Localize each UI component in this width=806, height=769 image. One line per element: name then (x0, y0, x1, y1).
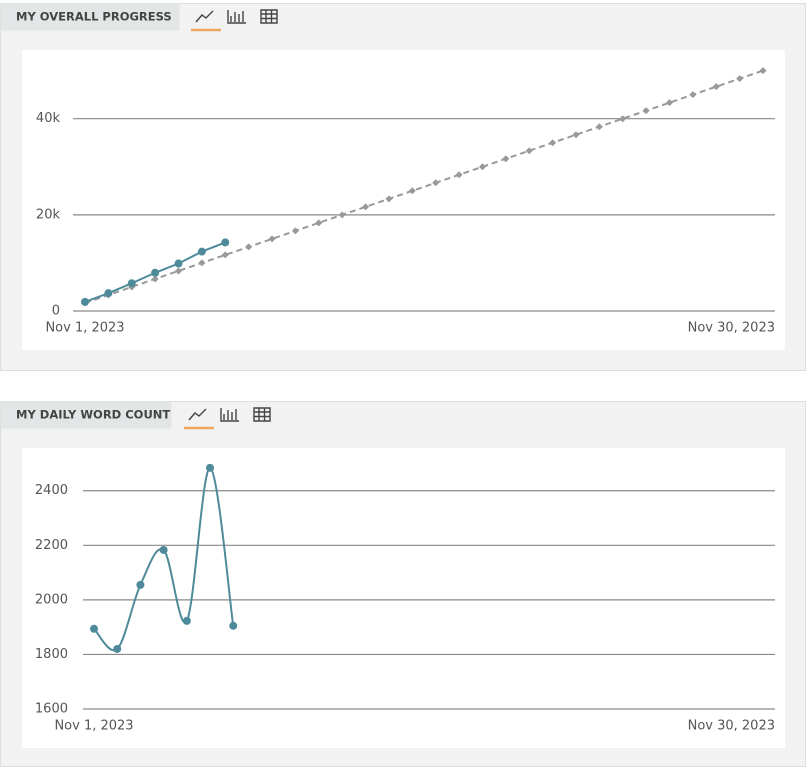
point (595, 123, 603, 131)
bar-chart-button[interactable] (220, 408, 239, 422)
point (432, 179, 440, 187)
point (197, 247, 206, 256)
point (268, 235, 276, 243)
point (736, 75, 744, 83)
point (549, 139, 557, 147)
point (151, 275, 159, 283)
line-chart-button[interactable] (184, 408, 214, 430)
series-line (93, 466, 235, 652)
point (291, 227, 299, 235)
y-tick-label: 2400 (35, 483, 68, 498)
panel: MY DAILY WORD COUNT (0, 401, 806, 767)
point (315, 219, 323, 227)
point (689, 91, 697, 99)
point (478, 163, 486, 171)
y-tick-label: 0 (52, 304, 60, 319)
point (104, 289, 113, 298)
point (221, 251, 229, 259)
panel: MY OVERALL PROGRESS (0, 3, 806, 371)
point (502, 155, 510, 163)
point (642, 107, 650, 115)
point (221, 238, 230, 247)
point (408, 187, 416, 195)
x-tick-label: Nov 30, 2023 (688, 321, 775, 336)
y-tick-label: 40k (36, 111, 61, 126)
panel-title: MY OVERALL PROGRESS (16, 10, 172, 24)
point (712, 83, 720, 91)
x-tick-label: Nov 1, 2023 (54, 719, 133, 734)
line-chart-button[interactable] (191, 10, 221, 32)
point (455, 171, 463, 179)
point (245, 243, 253, 251)
point (759, 67, 767, 75)
y-tick-label: 1600 (35, 702, 68, 717)
x-tick-label: Nov 30, 2023 (688, 719, 775, 734)
y-tick-label: 2200 (35, 538, 68, 553)
point (385, 195, 393, 203)
y-tick-label: 20k (36, 207, 61, 222)
y-tick-label: 2000 (35, 592, 68, 607)
point (229, 621, 238, 630)
point (338, 211, 346, 219)
point (182, 616, 191, 625)
table-button[interactable] (253, 407, 271, 422)
x-tick-label: Nov 1, 2023 (45, 321, 124, 336)
point (362, 203, 370, 211)
table-button[interactable] (260, 9, 278, 24)
point (151, 268, 160, 277)
point (81, 297, 89, 306)
point (90, 624, 98, 633)
point (127, 279, 136, 288)
point (665, 99, 673, 107)
point (525, 147, 533, 155)
point (175, 267, 183, 275)
point (206, 463, 215, 472)
bar-chart-button[interactable] (227, 10, 246, 24)
panel-title: MY DAILY WORD COUNT (16, 408, 170, 422)
point (572, 131, 580, 139)
point (113, 644, 122, 653)
point (619, 115, 627, 123)
point (159, 545, 168, 554)
point (136, 580, 145, 589)
point (198, 259, 206, 267)
y-tick-label: 1800 (35, 647, 68, 662)
point (174, 259, 183, 268)
